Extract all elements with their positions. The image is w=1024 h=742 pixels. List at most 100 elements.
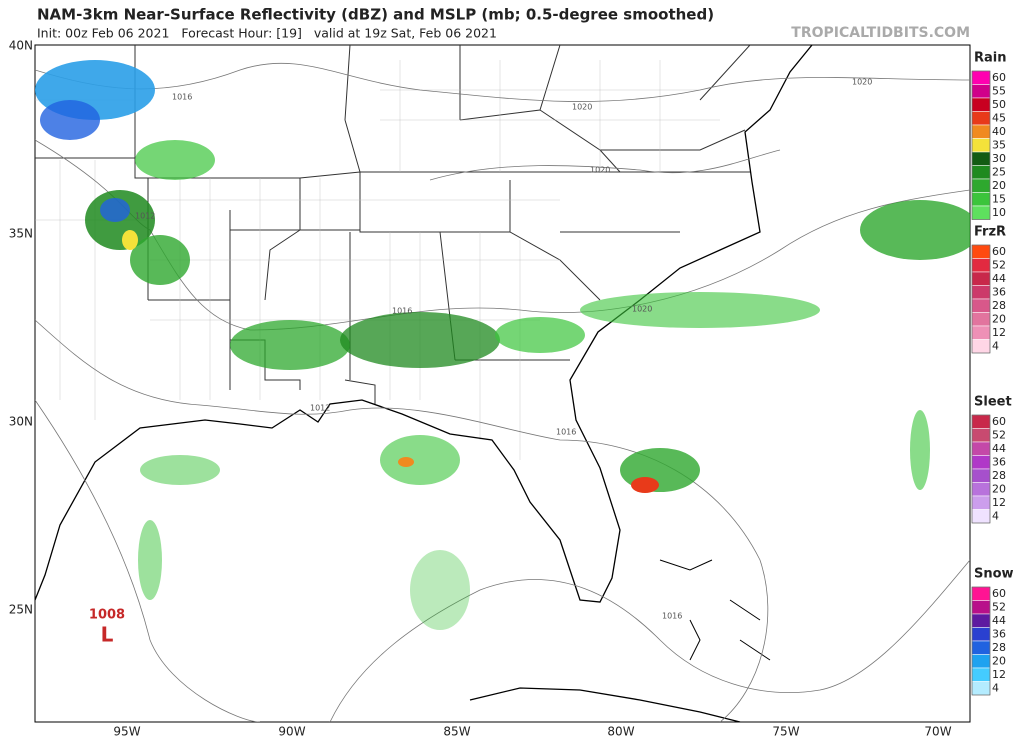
legend-swatch [971, 165, 991, 180]
legend-label: 10 [992, 206, 1006, 219]
snow-area [40, 100, 100, 140]
lat-label: 40N [9, 39, 33, 53]
legend-label: 36 [992, 455, 1006, 468]
map: 1016 1020 1020 1020 1012 1016 1020 1012 … [34, 44, 971, 723]
legend-swatch [971, 258, 991, 273]
legend-swatch [971, 667, 991, 682]
lon-label: 95W [113, 725, 140, 739]
legend-swatch [971, 640, 991, 655]
legend-label: 60 [992, 245, 1006, 258]
legend-label: 35 [992, 138, 1006, 151]
coastline [35, 45, 813, 603]
legend-swatch [971, 298, 991, 313]
legends: Rain6055504540353025201510FrzR6052443628… [971, 51, 1014, 696]
legend-swatch [971, 428, 991, 443]
legend-label: 20 [992, 179, 1006, 192]
legend-frame [971, 70, 991, 220]
isobar-label: 1020 [590, 166, 610, 175]
legend-swatch [971, 681, 991, 696]
lat-label: 25N [9, 603, 33, 617]
snow-area [100, 198, 130, 222]
lon-label: 85W [443, 725, 470, 739]
legend-label: 52 [992, 600, 1006, 613]
legend-swatch [971, 627, 991, 642]
legend-swatch [971, 441, 991, 456]
legend-swatch [971, 192, 991, 207]
legend-title: Sleet [974, 395, 1012, 410]
rain-area [580, 292, 820, 328]
isobar-label: 1016 [556, 428, 576, 437]
rain-area [860, 200, 970, 260]
legend-label: 4 [992, 509, 999, 522]
lat-labels: 40N 35N 30N 25N [9, 39, 33, 617]
isobar-label: 1016 [392, 307, 412, 316]
rain-area [230, 320, 350, 370]
lon-label: 70W [924, 725, 951, 739]
legend-label: 28 [992, 299, 1006, 312]
legend-swatch [971, 244, 991, 259]
legend-label: 44 [992, 442, 1006, 455]
legend-swatch [971, 111, 991, 126]
legend-swatch [971, 325, 991, 340]
legend-label: 4 [992, 339, 999, 352]
legend-swatch [971, 613, 991, 628]
legend-title: Rain [974, 51, 1007, 66]
lon-labels: 95W 90W 85W 80W 75W 70W [113, 725, 951, 739]
legend-label: 30 [992, 152, 1006, 165]
isobar-label: 1020 [852, 78, 872, 87]
rain-area [410, 550, 470, 630]
legend-label: 12 [992, 326, 1006, 339]
legend-swatch [971, 339, 991, 354]
legend-label: 28 [992, 641, 1006, 654]
legend-label: 60 [992, 587, 1006, 600]
legend-label: 52 [992, 428, 1006, 441]
legend-label: 40 [992, 125, 1006, 138]
subtitle: Init: 00z Feb 06 2021 Forecast Hour: [19… [37, 26, 497, 41]
lon-label: 90W [278, 725, 305, 739]
legend-swatch [971, 178, 991, 193]
legend-swatch [971, 124, 991, 139]
legend-label: 20 [992, 312, 1006, 325]
rain-area [130, 235, 190, 285]
isobar-label: 1020 [572, 103, 592, 112]
legend-title: FrzR [974, 225, 1006, 240]
legend-swatch [971, 312, 991, 327]
cuba-coast [469, 687, 741, 722]
legend-swatch [971, 586, 991, 601]
legend-label: 55 [992, 84, 1006, 97]
legend-swatch [971, 285, 991, 300]
legend-swatch [971, 600, 991, 615]
legend-label: 44 [992, 614, 1006, 627]
legend-title: Snow [974, 567, 1014, 582]
legend-swatch [971, 97, 991, 112]
legend-swatch [971, 495, 991, 510]
rain-area [380, 435, 460, 485]
legend-swatch [971, 455, 991, 470]
legend-label: 28 [992, 469, 1006, 482]
isobar-label: 1020 [632, 305, 652, 314]
precipitation [35, 60, 970, 630]
legend-label: 20 [992, 654, 1006, 667]
low-pressure: 1008 [89, 608, 125, 623]
rain-area [138, 520, 162, 600]
brand: TROPICALTIDBITS.COM [791, 25, 970, 41]
low-symbol: L [101, 623, 114, 647]
legend-swatch [971, 84, 991, 99]
legend-swatch [971, 468, 991, 483]
legend-label: 15 [992, 192, 1006, 205]
legend-label: 52 [992, 258, 1006, 271]
legend-label: 44 [992, 272, 1006, 285]
legend-swatch [971, 414, 991, 429]
lon-label: 75W [772, 725, 799, 739]
isobar-label: 1012 [310, 404, 330, 413]
legend-swatch [971, 271, 991, 286]
legend-swatch [971, 482, 991, 497]
lat-label: 30N [9, 415, 33, 429]
legend-label: 36 [992, 627, 1006, 640]
legend-swatch [971, 509, 991, 524]
rain-area [910, 410, 930, 490]
legend-label: 4 [992, 681, 999, 694]
legend-swatch [971, 654, 991, 669]
rain-area [135, 140, 215, 180]
